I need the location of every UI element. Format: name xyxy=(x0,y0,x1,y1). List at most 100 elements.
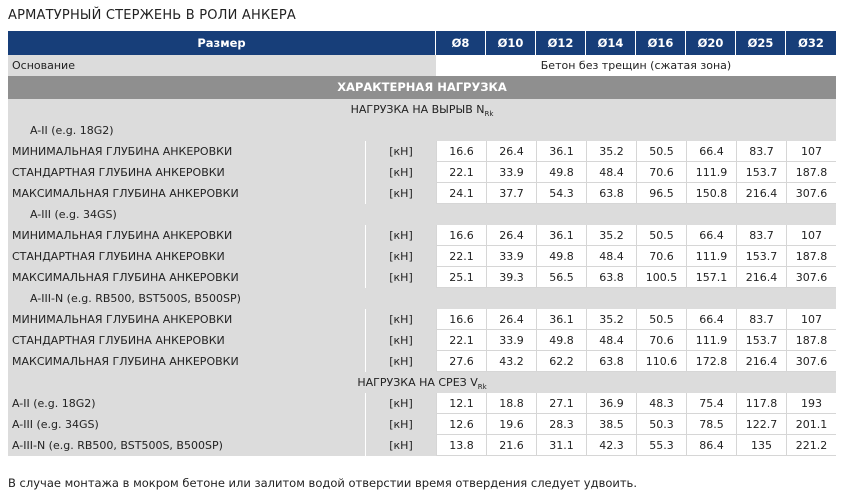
tension-subscript: Rk xyxy=(484,110,494,119)
value-cell: 150.8 xyxy=(686,183,736,204)
value-cell: 193 xyxy=(786,393,836,414)
table-row: A-III-N (e.g. RB500, BST500S, B500SP) [кН… xyxy=(8,435,836,456)
value-cell: 38.5 xyxy=(586,414,636,435)
value-cell: 187.8 xyxy=(786,246,836,267)
value-cell: 54.3 xyxy=(536,183,586,204)
table-row: СТАНДАРТНАЯ ГЛУБИНА АНКЕРОВКИ [кН] 22.1 33.… xyxy=(8,330,836,351)
value-cell: 16.6 xyxy=(436,309,486,330)
value-cell: 122.7 xyxy=(736,414,786,435)
value-cell: 37.7 xyxy=(486,183,536,204)
shear-subscript: Rk xyxy=(477,383,487,392)
row-label: МИНИМАЛЬНАЯ ГЛУБИНА АНКЕРОВКИ xyxy=(8,309,366,330)
table-row: МАКСИМАЛЬНАЯ ГЛУБИНА АНКЕРОВКИ [кН] 27.6 43… xyxy=(8,351,836,372)
shear-subheader: НАГРУЗКА НА СРЕЗ VRk xyxy=(8,372,836,393)
value-cell: 70.6 xyxy=(636,330,686,351)
value-cell: 157.1 xyxy=(686,267,736,288)
row-label: МАКСИМАЛЬНАЯ ГЛУБИНА АНКЕРОВКИ xyxy=(8,267,366,288)
value-cell: 78.5 xyxy=(686,414,736,435)
table-row: МАКСИМАЛЬНАЯ ГЛУБИНА АНКЕРОВКИ [кН] 25.1 39… xyxy=(8,267,836,288)
tension-subheader: НАГРУЗКА НА ВЫРЫВ NRk xyxy=(8,99,836,120)
row-label: СТАНДАРТНАЯ ГЛУБИНА АНКЕРОВКИ xyxy=(8,330,366,351)
row-label: СТАНДАРТНАЯ ГЛУБИНА АНКЕРОВКИ xyxy=(8,246,366,267)
base-value: Бетон без трещин (сжатая зона) xyxy=(436,55,836,76)
value-cell: 100.5 xyxy=(636,267,686,288)
value-cell: 216.4 xyxy=(736,183,786,204)
unit-label: [кН] xyxy=(366,246,436,267)
base-row: Основание Бетон без трещин (сжатая зона) xyxy=(8,55,836,76)
value-cell: 36.1 xyxy=(536,309,586,330)
value-cell: 86.4 xyxy=(686,435,736,456)
value-cell: 28.3 xyxy=(536,414,586,435)
value-cell: 25.1 xyxy=(436,267,486,288)
unit-label: [кН] xyxy=(366,351,436,372)
value-cell: 49.8 xyxy=(536,162,586,183)
value-cell: 172.8 xyxy=(686,351,736,372)
shear-title: НАГРУЗКА НА СРЕЗ VRk xyxy=(8,372,836,393)
value-cell: 33.9 xyxy=(486,162,536,183)
table-row: A-III (e.g. 34GS) [кН] 12.6 19.6 28.3 38.5 50.… xyxy=(8,414,836,435)
value-cell: 50.3 xyxy=(636,414,686,435)
shear-label: НАГРУЗКА НА СРЕЗ V xyxy=(357,376,478,389)
value-cell: 24.1 xyxy=(436,183,486,204)
value-cell: 153.7 xyxy=(736,330,786,351)
row-label: МАКСИМАЛЬНАЯ ГЛУБИНА АНКЕРОВКИ xyxy=(8,351,366,372)
value-cell: 221.2 xyxy=(786,435,836,456)
group-label: A-III (e.g. 34GS) xyxy=(8,204,836,225)
value-cell: 63.8 xyxy=(586,183,636,204)
value-cell: 18.8 xyxy=(486,393,536,414)
value-cell: 153.7 xyxy=(736,162,786,183)
value-cell: 12.1 xyxy=(436,393,486,414)
value-cell: 19.6 xyxy=(486,414,536,435)
value-cell: 27.1 xyxy=(536,393,586,414)
page-title: АРМАТУРНЫЙ СТЕРЖЕНЬ В РОЛИ АНКЕРА xyxy=(8,8,296,23)
table-header: Размер Ø8 Ø10 Ø12 Ø14 Ø16 Ø20 Ø25 Ø32 xyxy=(8,31,836,55)
diameter-header: Ø32 xyxy=(798,36,824,50)
value-cell: 48.4 xyxy=(586,246,636,267)
table-row: МАКСИМАЛЬНАЯ ГЛУБИНА АНКЕРОВКИ [кН] 24.1 37… xyxy=(8,183,836,204)
row-label: МИНИМАЛЬНАЯ ГЛУБИНА АНКЕРОВКИ xyxy=(8,225,366,246)
unit-label: [кН] xyxy=(366,393,436,414)
value-cell: 16.6 xyxy=(436,141,486,162)
value-cell: 187.8 xyxy=(786,162,836,183)
value-cell: 22.1 xyxy=(436,330,486,351)
value-cell: 21.6 xyxy=(486,435,536,456)
value-cell: 111.9 xyxy=(686,330,736,351)
table-row: МИНИМАЛЬНАЯ ГЛУБИНА АНКЕРОВКИ [кН] 16.6 26.… xyxy=(8,309,836,330)
group-label: A-II (e.g. 18G2) xyxy=(8,120,836,141)
diameter-header: Ø14 xyxy=(586,31,636,55)
value-cell: 201.1 xyxy=(786,414,836,435)
row-label: МАКСИМАЛЬНАЯ ГЛУБИНА АНКЕРОВКИ xyxy=(8,183,366,204)
unit-label: [кН] xyxy=(366,141,436,162)
value-cell: 39.3 xyxy=(486,267,536,288)
value-cell: 26.4 xyxy=(486,141,536,162)
value-cell: 107 xyxy=(786,141,836,162)
base-label: Основание xyxy=(8,55,436,76)
value-cell: 49.8 xyxy=(536,330,586,351)
value-cell: 33.9 xyxy=(486,246,536,267)
value-cell: 307.6 xyxy=(786,267,836,288)
value-cell: 70.6 xyxy=(636,162,686,183)
value-cell: 307.6 xyxy=(786,351,836,372)
unit-label: [кН] xyxy=(366,162,436,183)
value-cell: 66.4 xyxy=(686,141,736,162)
value-cell: 50.5 xyxy=(636,309,686,330)
value-cell: 49.8 xyxy=(536,246,586,267)
value-cell: 48.4 xyxy=(586,330,636,351)
value-cell: 62.2 xyxy=(536,351,586,372)
value-cell: 43.2 xyxy=(486,351,536,372)
value-cell: 36.1 xyxy=(536,141,586,162)
value-cell: 216.4 xyxy=(736,351,786,372)
table-row: СТАНДАРТНАЯ ГЛУБИНА АНКЕРОВКИ [кН] 22.1 33.… xyxy=(8,246,836,267)
unit-label: [кН] xyxy=(366,225,436,246)
value-cell: 26.4 xyxy=(486,225,536,246)
value-cell: 13.8 xyxy=(436,435,486,456)
value-cell: 216.4 xyxy=(736,267,786,288)
value-cell: 107 xyxy=(786,225,836,246)
unit-label: [кН] xyxy=(366,414,436,435)
row-label: МИНИМАЛЬНАЯ ГЛУБИНА АНКЕРОВКИ xyxy=(8,141,366,162)
value-cell: 75.4 xyxy=(686,393,736,414)
group-row: A-III-N (e.g. RB500, BST500S, B500SP) xyxy=(8,288,836,309)
value-cell: 33.9 xyxy=(486,330,536,351)
section-title: ХАРАКТЕРНАЯ НАГРУЗКА xyxy=(337,80,507,94)
value-cell: 12.6 xyxy=(436,414,486,435)
